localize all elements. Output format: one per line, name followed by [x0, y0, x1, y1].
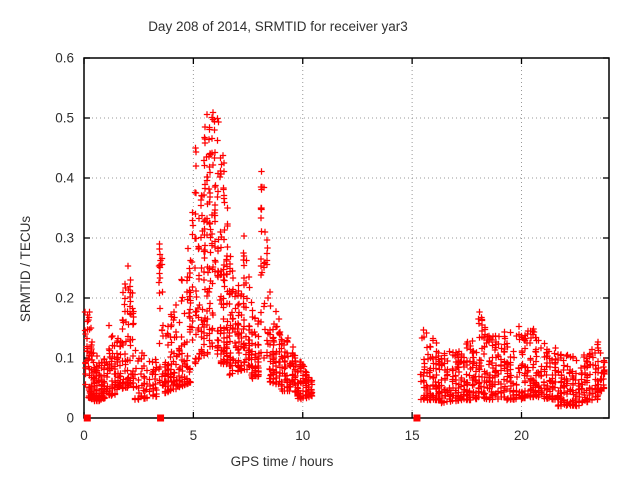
- x-axis-label: GPS time / hours: [231, 454, 334, 469]
- axis-ticks: [83, 57, 609, 419]
- y-tick-label: 0.5: [55, 111, 74, 126]
- x-tick-label: 5: [190, 428, 198, 443]
- x-tick-label: 10: [295, 428, 310, 443]
- y-tick-label: 0.3: [55, 231, 74, 246]
- y-axis-label: SRMTID / TECUs: [18, 216, 33, 323]
- zero-square-marker: [157, 414, 165, 422]
- y-tick-label: 0.2: [55, 291, 74, 306]
- x-tick-labels: 0 5 10 15 20: [80, 428, 529, 443]
- x-tick-label: 20: [514, 428, 529, 443]
- chart-title: Day 208 of 2014, SRMTID for receiver yar…: [148, 19, 408, 34]
- data-points: [81, 109, 608, 422]
- y-tick-label: 0.6: [55, 51, 74, 66]
- y-tick-label: 0.4: [55, 171, 74, 186]
- zero-square-marker: [83, 414, 91, 422]
- y-tick-labels: 0 0.1 0.2 0.3 0.4 0.5 0.6: [55, 51, 74, 426]
- y-tick-label: 0.1: [55, 351, 74, 366]
- y-tick-label: 0: [66, 411, 74, 426]
- x-tick-label: 0: [80, 428, 88, 443]
- zero-square-marker: [413, 414, 421, 422]
- srmtid-plus-markers: [81, 109, 608, 410]
- x-tick-label: 15: [405, 428, 420, 443]
